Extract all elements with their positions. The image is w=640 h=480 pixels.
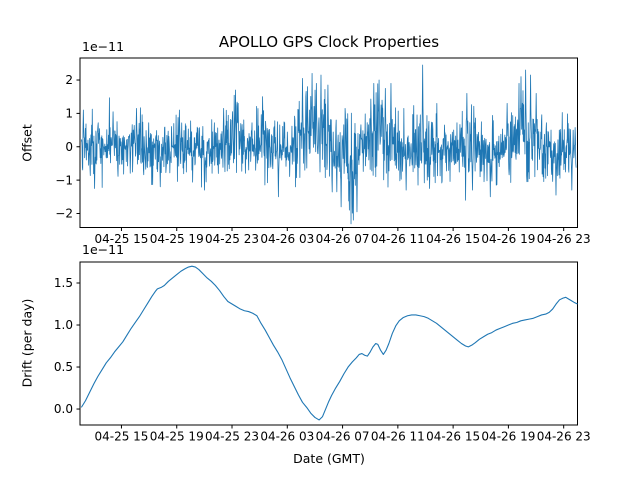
y-tick-label: 1 bbox=[65, 107, 73, 121]
y-tick-label: −2 bbox=[55, 207, 73, 221]
x-tick-label: 04-26 11 bbox=[371, 232, 425, 246]
x-tick-label: 04-25 19 bbox=[150, 430, 204, 444]
x-tick-label: 04-26 23 bbox=[537, 430, 591, 444]
x-tick-label: 04-26 15 bbox=[426, 430, 480, 444]
x-axis-label: Date (GMT) bbox=[293, 451, 365, 466]
x-tick-label: 04-26 23 bbox=[537, 232, 591, 246]
x-tick-label: 04-26 07 bbox=[316, 430, 370, 444]
offset-axis-scale-label: 1e−11 bbox=[82, 39, 125, 54]
x-tick-label: 04-26 03 bbox=[260, 232, 314, 246]
x-tick-label: 04-25 23 bbox=[205, 430, 259, 444]
x-tick-label: 04-26 19 bbox=[481, 232, 535, 246]
x-tick-label: 04-25 23 bbox=[205, 232, 259, 246]
x-tick-label: 04-26 03 bbox=[260, 430, 314, 444]
y-tick-label: 1.0 bbox=[54, 318, 73, 332]
y-tick-label: 0 bbox=[65, 140, 73, 154]
drift-series-line bbox=[80, 265, 578, 421]
x-tick-label: 04-26 19 bbox=[481, 430, 535, 444]
y-tick-label: 2 bbox=[65, 73, 73, 87]
y-tick-label: −1 bbox=[55, 173, 73, 187]
x-tick-label: 04-25 15 bbox=[94, 430, 148, 444]
x-tick-label: 04-26 07 bbox=[316, 232, 370, 246]
x-tick-label: 04-26 11 bbox=[371, 430, 425, 444]
drift-axis-scale-label: 1e−11 bbox=[82, 242, 125, 257]
chart-title: APOLLO GPS Clock Properties bbox=[218, 33, 440, 51]
x-tick-label: 04-25 19 bbox=[150, 232, 204, 246]
y-tick-label: 0.5 bbox=[54, 360, 73, 374]
x-tick-label: 04-26 15 bbox=[426, 232, 480, 246]
y-tick-label: 0.0 bbox=[54, 402, 73, 416]
y-tick-label: 1.5 bbox=[54, 276, 73, 290]
drift-axes-frame bbox=[79, 261, 578, 426]
offset-axes-frame bbox=[79, 57, 578, 228]
offset-series-line bbox=[80, 64, 577, 225]
x-tick-label: 04-25 15 bbox=[94, 232, 148, 246]
